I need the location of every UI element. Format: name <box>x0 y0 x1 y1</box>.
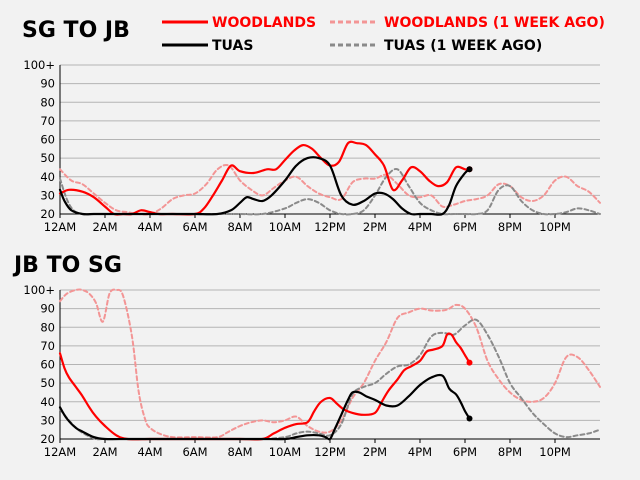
y-tick-label: 100+ <box>23 283 55 297</box>
y-tick-label: 20 <box>40 432 55 446</box>
series-endpoint-tuas <box>466 415 473 422</box>
legend-item-woodlands[interactable]: WOODLANDS <box>162 15 316 31</box>
y-tick-label: 60 <box>40 358 55 372</box>
x-tick-label: 4PM <box>408 220 432 234</box>
y-tick-label: 80 <box>40 95 55 109</box>
x-tick-label: 10AM <box>269 445 301 459</box>
x-tick-label: 8AM <box>227 220 252 234</box>
y-tick-label: 50 <box>40 151 55 165</box>
legend-label-tuas-1-week-ago: TUAS (1 WEEK AGO) <box>384 38 542 54</box>
x-tick-label: 6PM <box>453 445 477 459</box>
y-tick-label: 50 <box>40 376 55 390</box>
x-tick-label: 10AM <box>269 220 301 234</box>
x-tick-label: 8PM <box>498 445 522 459</box>
x-tick-label: 2PM <box>363 445 387 459</box>
y-tick-label: 40 <box>40 170 55 184</box>
y-tick-label: 80 <box>40 320 55 334</box>
chart-jb-to-sg: 20 30 40 50 60 70 80 90 100+ 12AM 2AM 4AM 6AM 8AM 10AM… <box>23 283 601 459</box>
x-tick-label: 4AM <box>137 445 162 459</box>
y-tick-label: 100+ <box>23 58 55 72</box>
x-tick-label: 12PM <box>314 220 346 234</box>
x-tick-label: 6AM <box>182 445 207 459</box>
x-tick-label: 6PM <box>453 220 477 234</box>
y-tick-label: 60 <box>40 133 55 147</box>
x-tick-label: 6AM <box>182 220 207 234</box>
chart-title-sg-to-jb: SG TO JB <box>22 18 130 43</box>
series-line-woodlands <box>58 140 471 216</box>
series-line-tuas-1-week-ago <box>59 318 601 441</box>
legend-label-woodlands: WOODLANDS <box>212 15 316 31</box>
series-endpoint-woodlands <box>466 359 473 366</box>
series-line-tuas <box>58 373 471 441</box>
legend-label-tuas: TUAS <box>212 38 253 54</box>
x-tick-label: 8AM <box>227 445 252 459</box>
y-tick-label: 90 <box>40 77 55 91</box>
legend-label-woodlands-1-week-ago: WOODLANDS (1 WEEK AGO) <box>384 15 605 31</box>
y-tick-label: 20 <box>40 207 55 221</box>
x-tick-label: 4AM <box>137 220 162 234</box>
x-tick-label: 4PM <box>408 445 432 459</box>
y-tick-label: 90 <box>40 302 55 316</box>
series-line-woodlands-1-week-ago <box>59 288 601 439</box>
y-tick-label: 70 <box>40 339 55 353</box>
series-line-tuas <box>58 156 471 216</box>
y-tick-label: 30 <box>40 188 55 202</box>
x-tick-label: 10PM <box>539 220 571 234</box>
x-tick-label: 12AM <box>44 220 76 234</box>
legend-item-tuas-1-week-ago[interactable]: TUAS (1 WEEK AGO) <box>330 38 542 54</box>
x-tick-label: 8PM <box>498 220 522 234</box>
legend: WOODLANDS WOODLANDS (1 WEEK AGO) TUAS TU… <box>162 15 605 54</box>
chart-title-jb-to-sg: JB TO SG <box>12 253 122 278</box>
series-line-woodlands <box>58 332 471 441</box>
series-line-tuas-1-week-ago <box>59 167 601 216</box>
chart-sg-to-jb: 20 30 40 50 60 70 80 90 100+ 12AM 2AM 4AM 6AM 8AM 10AM… <box>23 58 601 234</box>
x-tick-label: 2AM <box>92 220 117 234</box>
y-tick-label: 70 <box>40 114 55 128</box>
y-tick-label: 30 <box>40 413 55 427</box>
x-tick-label: 12PM <box>314 445 346 459</box>
legend-item-woodlands-1-week-ago[interactable]: WOODLANDS (1 WEEK AGO) <box>330 15 605 31</box>
series-endpoint-tuas <box>466 166 473 173</box>
legend-item-tuas[interactable]: TUAS <box>162 38 253 54</box>
x-tick-label: 10PM <box>539 445 571 459</box>
x-tick-label: 12AM <box>44 445 76 459</box>
series-line-woodlands-1-week-ago <box>59 163 601 216</box>
x-tick-label: 2AM <box>92 445 117 459</box>
y-tick-label: 40 <box>40 395 55 409</box>
x-tick-label: 2PM <box>363 220 387 234</box>
